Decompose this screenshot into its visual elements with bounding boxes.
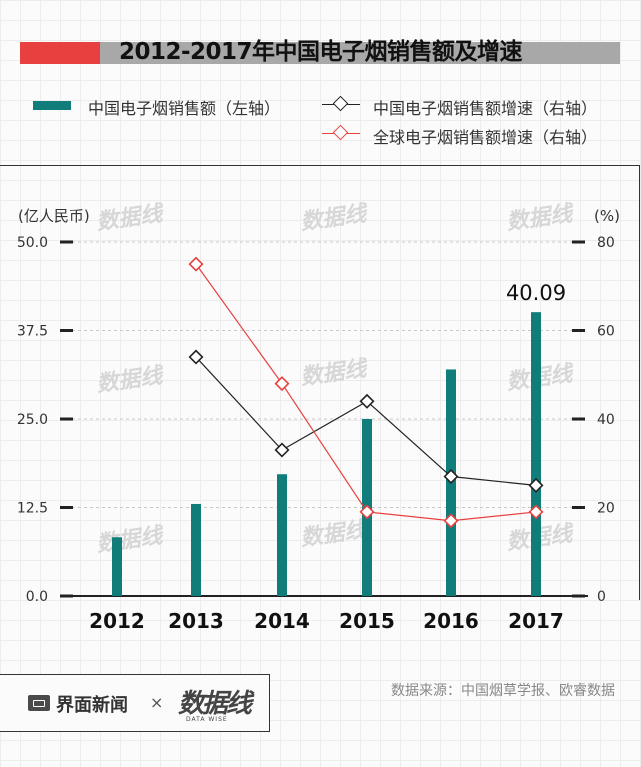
x-tick-label: 2015 <box>339 609 395 633</box>
data-label: 40.09 <box>506 281 566 305</box>
right-tick-label: 20 <box>597 501 615 517</box>
right-tick-label: 60 <box>597 324 615 340</box>
x-tick-label: 2014 <box>254 609 310 633</box>
title-bar <box>20 42 620 64</box>
bar <box>191 503 201 596</box>
legend-bar-swatch <box>33 101 71 110</box>
bar <box>531 312 541 596</box>
global-growth-point <box>274 376 290 392</box>
left-tick-label: 12.5 <box>17 501 48 517</box>
china-growth-point <box>359 393 375 409</box>
global-growth-point <box>528 504 544 520</box>
x-tick-label: 2017 <box>508 609 564 633</box>
x-tick-label: 2012 <box>89 609 145 633</box>
right-axis-unit: (%) <box>594 207 620 225</box>
china-growth-point <box>443 469 459 485</box>
chart-frame <box>0 165 640 600</box>
china-growth-point <box>274 442 290 458</box>
footer-brand: 界面新闻 <box>56 695 128 716</box>
title-accent <box>20 42 100 64</box>
x-tick-label: 2013 <box>168 609 224 633</box>
right-tick-label: 80 <box>597 235 615 251</box>
right-tick-label: 0 <box>597 589 606 605</box>
footer-separator: × <box>150 693 164 712</box>
left-tick-label: 25.0 <box>17 412 48 428</box>
left-tick-label: 0.0 <box>26 589 48 605</box>
footer-brand-box: 界面新闻 × 数据线 DATA WISE <box>0 674 270 732</box>
legend-bar-label: 中国电子烟销售额（左轴） <box>88 99 281 118</box>
left-axis-unit: (亿人民币) <box>18 207 90 225</box>
bar <box>112 537 122 596</box>
right-tick-label: 40 <box>597 412 615 428</box>
partner-logo: 数据线 <box>178 689 252 719</box>
left-tick-label: 50.0 <box>17 235 48 251</box>
partner-logo-sub: DATA WISE <box>186 716 228 723</box>
global-growth-point <box>443 513 459 529</box>
left-tick-label: 37.5 <box>17 324 48 340</box>
legend-global-label: 全球电子烟销售额增速（右轴） <box>373 128 598 147</box>
legend-china-label: 中国电子烟销售额增速（右轴） <box>373 99 598 118</box>
global-growth-point <box>188 256 204 272</box>
data-source: 数据来源：中国烟草学报、欧睿数据 <box>391 683 615 699</box>
china-growth-point <box>188 349 204 365</box>
bar <box>277 474 287 596</box>
chart-title: 2012-2017年中国电子烟销售额及增速 <box>118 39 523 65</box>
x-tick-label: 2016 <box>423 609 479 633</box>
jiemian-logo-icon <box>28 695 50 711</box>
china-growth-point <box>528 477 544 493</box>
global-growth-point <box>359 504 375 520</box>
